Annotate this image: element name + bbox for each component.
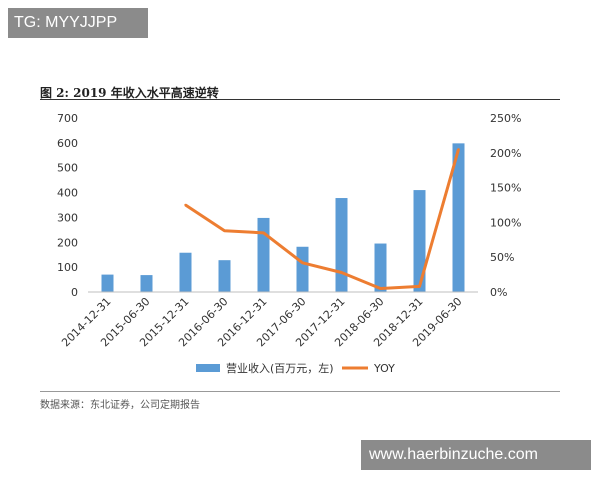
revenue-bar	[413, 190, 426, 292]
revenue-bar	[257, 217, 270, 292]
yoy-point	[340, 271, 343, 274]
legend-bar-label: 营业收入(百万元，左)	[226, 361, 334, 375]
left-tick-label: 200	[57, 236, 78, 249]
title-rule	[40, 99, 560, 100]
right-tick-label: 250%	[490, 112, 521, 125]
x-axis-labels: 2014-12-312015-06-302015-12-312016-06-30…	[59, 295, 464, 349]
revenue-bar	[218, 260, 231, 292]
bar-series	[101, 143, 465, 292]
right-tick-label: 200%	[490, 147, 521, 160]
watermark-bottom-right: www.haerbinzuche.com	[361, 440, 591, 470]
left-tick-label: 0	[71, 286, 78, 299]
watermark-top-left: TG: MYYJJPP	[8, 8, 148, 38]
legend: 营业收入(百万元，左) YOY	[196, 361, 395, 375]
right-tick-label: 0%	[490, 286, 507, 299]
yoy-point	[184, 203, 187, 207]
source-rule	[40, 391, 560, 392]
left-axis-ticks: 0 100 200 300 400 500 600 700	[57, 112, 78, 299]
data-source-note: 数据来源：东北证券，公司定期报告	[40, 400, 200, 411]
revenue-bar	[140, 275, 153, 292]
yoy-point	[457, 148, 460, 151]
yoy-point	[379, 287, 382, 290]
revenue-bar	[179, 252, 192, 292]
yoy-point	[301, 261, 304, 264]
right-tick-label: 100%	[490, 216, 521, 229]
yoy-point	[418, 285, 421, 288]
right-axis-ticks: 0% 50% 100% 150% 200% 250%	[490, 112, 521, 299]
left-tick-label: 400	[57, 187, 78, 200]
left-tick-label: 100	[57, 261, 78, 274]
line-series-group	[184, 148, 460, 291]
yoy-line	[184, 148, 460, 291]
yoy-point	[262, 231, 265, 235]
revenue-bar	[374, 243, 387, 292]
left-tick-label: 500	[57, 162, 78, 175]
revenue-bar	[296, 246, 309, 292]
left-tick-label: 600	[57, 137, 78, 150]
left-tick-label: 300	[57, 211, 78, 224]
figure-title: 图 2: 2019 年收入水平高速逆转	[40, 86, 219, 100]
yoy-point	[223, 229, 226, 232]
legend-bar-swatch	[196, 364, 220, 372]
revenue-bar	[101, 274, 114, 292]
right-tick-label: 150%	[490, 182, 521, 195]
revenue-bar	[335, 198, 348, 292]
left-tick-label: 700	[57, 112, 78, 125]
legend-line-label: YOY	[373, 362, 395, 375]
right-tick-label: 50%	[490, 251, 514, 264]
revenue-bar	[452, 143, 465, 292]
